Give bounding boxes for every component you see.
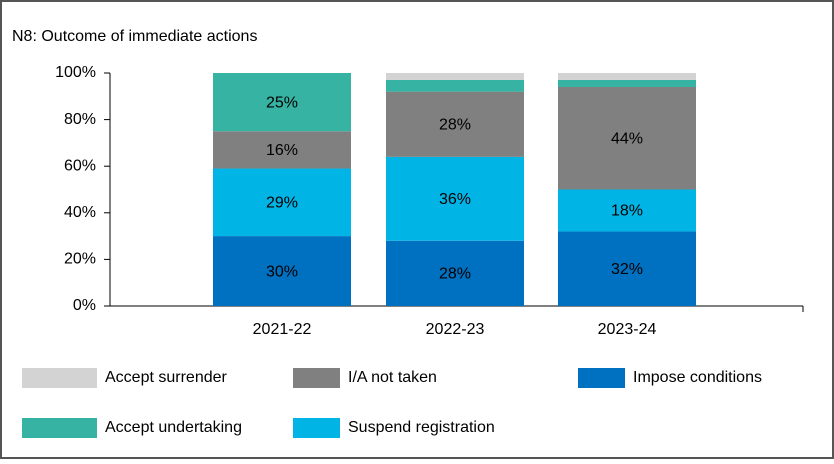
bar-segment bbox=[213, 236, 351, 306]
data-label: 29% bbox=[266, 195, 298, 212]
data-label: 36% bbox=[439, 191, 471, 208]
legend-swatch bbox=[578, 368, 625, 388]
y-tick-label: 100% bbox=[55, 64, 96, 81]
chart-title: N8: Outcome of immediate actions bbox=[12, 28, 257, 45]
y-tick-label: 0% bbox=[73, 297, 96, 314]
data-label: 16% bbox=[266, 142, 298, 159]
x-tick-label: 2023-24 bbox=[598, 321, 657, 338]
bar-segment bbox=[386, 240, 524, 306]
y-tick-label: 80% bbox=[64, 111, 96, 128]
data-label: 32% bbox=[611, 261, 643, 278]
legend-swatch bbox=[293, 418, 340, 438]
legend-label: I/A not taken bbox=[348, 369, 437, 386]
legend-swatch bbox=[22, 418, 97, 438]
bar-segment bbox=[386, 91, 524, 157]
x-tick-label: 2022-23 bbox=[426, 321, 485, 338]
bar-segment bbox=[213, 168, 351, 237]
legend-label: Accept surrender bbox=[105, 369, 228, 386]
bar-segment bbox=[558, 73, 696, 80]
bar-segment bbox=[558, 86, 696, 190]
data-label: 28% bbox=[439, 266, 471, 283]
y-tick-label: 40% bbox=[64, 204, 96, 221]
y-tick-label: 20% bbox=[64, 251, 96, 268]
legend-swatch bbox=[293, 368, 340, 388]
bar-segment bbox=[558, 189, 696, 232]
bar-segment bbox=[558, 79, 696, 87]
bar-segment bbox=[386, 79, 524, 92]
y-tick-label: 60% bbox=[64, 157, 96, 174]
bar-segment bbox=[558, 231, 696, 306]
legend-label: Accept undertaking bbox=[105, 419, 242, 436]
data-label: 25% bbox=[266, 94, 298, 111]
bar-segment bbox=[213, 73, 351, 132]
data-label: 30% bbox=[266, 263, 298, 280]
data-label: 28% bbox=[439, 116, 471, 133]
data-label: 18% bbox=[611, 203, 643, 220]
x-tick-label: 2021-22 bbox=[253, 321, 312, 338]
legend-label: Suspend registration bbox=[348, 419, 495, 436]
data-label: 44% bbox=[611, 130, 643, 147]
bar-segment bbox=[213, 131, 351, 169]
bar-segment bbox=[386, 73, 524, 80]
legend-swatch bbox=[22, 368, 97, 388]
legend-label: Impose conditions bbox=[633, 369, 762, 386]
bar-segment bbox=[386, 156, 524, 241]
